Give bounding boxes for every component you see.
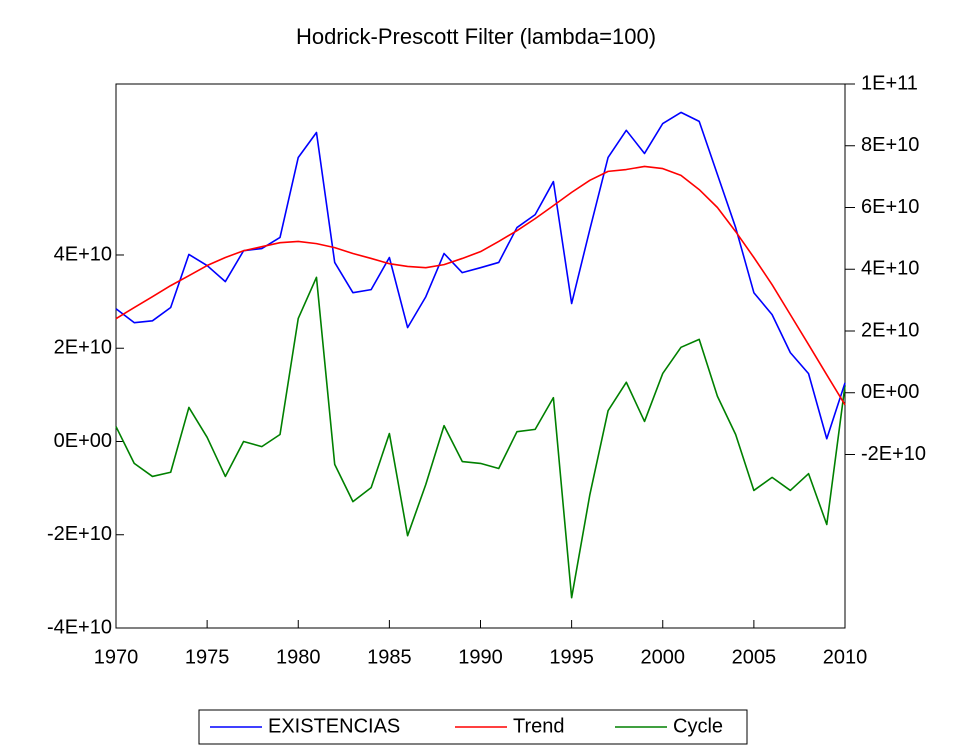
x-tick-label: 1995 xyxy=(549,646,594,668)
chart-title: Hodrick-Prescott Filter (lambda=100) xyxy=(296,24,656,49)
x-tick-label: 1980 xyxy=(276,646,321,668)
legend-label: Trend xyxy=(513,715,565,737)
y-tick-label: 4E+10 xyxy=(54,243,112,265)
y2-tick-label: 1E+11 xyxy=(861,72,918,94)
x-tick-label: 2005 xyxy=(732,646,777,668)
x-tick-label: 1990 xyxy=(458,646,503,668)
plot-frame xyxy=(115,83,846,629)
y-tick-label: 0E+00 xyxy=(54,430,112,452)
series-line xyxy=(115,276,846,599)
x-tick-label: 1975 xyxy=(185,646,230,668)
y2-tick-label: 6E+10 xyxy=(861,196,919,218)
y2-tick-label: 2E+10 xyxy=(861,319,919,341)
y-tick-label: -4E+10 xyxy=(47,616,112,638)
legend-label: Cycle xyxy=(673,715,723,737)
legend-label: EXISTENCIAS xyxy=(268,715,400,737)
y2-tick-label: -2E+10 xyxy=(861,443,926,465)
x-tick-label: 2010 xyxy=(823,646,868,668)
y2-tick-label: 8E+10 xyxy=(861,134,919,156)
series-line xyxy=(115,165,846,406)
y2-tick-label: 0E+00 xyxy=(861,381,919,403)
x-tick-label: 1985 xyxy=(367,646,412,668)
x-tick-label: 2000 xyxy=(641,646,686,668)
series-line xyxy=(115,111,846,440)
y2-tick-label: 4E+10 xyxy=(861,258,919,280)
y-tick-label: 2E+10 xyxy=(54,337,112,359)
x-tick-label: 1970 xyxy=(94,646,139,668)
y-tick-label: -2E+10 xyxy=(47,523,112,545)
